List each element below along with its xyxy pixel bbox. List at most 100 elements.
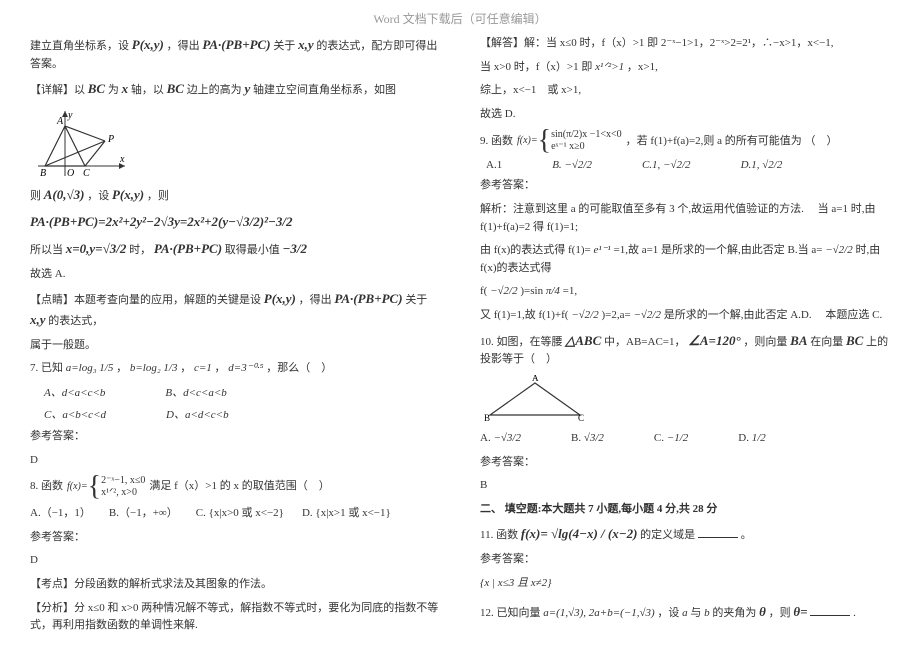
q7-options-row1: A、d<a<c<b B、d<c<a<b bbox=[44, 384, 440, 400]
text: 所以当 bbox=[30, 244, 63, 256]
piecewise-fx: f(x)= { sin(π/2)x −1<x<0 eˣ⁻¹ x≥0 bbox=[517, 129, 622, 153]
fx-label: f(x)= bbox=[67, 479, 88, 495]
option-a: A. −√3/2 bbox=[480, 430, 521, 448]
formula: x¹ᐟ²>1 bbox=[595, 61, 624, 73]
text: 关于 bbox=[273, 40, 295, 52]
text-line: f( −√2/2 )=sin π/4 =1, bbox=[480, 283, 890, 301]
text: 又 f(1)=1,故 f(1)+f( bbox=[480, 309, 568, 321]
formula: −√2/2 bbox=[571, 309, 599, 321]
piece2: x¹ᐟ², x>0 bbox=[101, 487, 145, 499]
label-O: O bbox=[67, 168, 74, 179]
formula: c=1 bbox=[194, 362, 212, 374]
formula: θ= bbox=[793, 604, 807, 619]
label-P: P bbox=[107, 134, 114, 145]
option-d: D. {x|x>1 或 x<−1} bbox=[302, 505, 391, 523]
text-line: 由 f(x)的表达式得 f(1)= e¹⁻¹ =1,故 a=1 是所求的一个解,… bbox=[480, 242, 890, 277]
q10: 10. 如图，在等腰 △ABC 中，AB=AC=1， ∠A=120° ，则向量 … bbox=[480, 331, 890, 369]
two-column-layout: 建立直角坐标系，设 P(x,y) ，得出 PA·(PB+PC) 关于 x,y 的… bbox=[30, 35, 890, 641]
text: 的夹角为 bbox=[712, 607, 756, 619]
answer: {x | x≤3 且 x≠2} bbox=[480, 575, 890, 593]
label-B: B bbox=[484, 413, 490, 423]
formula: θ bbox=[759, 604, 766, 619]
option-b: B. −√2/2 bbox=[552, 159, 592, 171]
option-d: D.1, √2/2 bbox=[741, 159, 783, 171]
text-line: 属于一般题。 bbox=[30, 337, 440, 355]
formula: BC bbox=[846, 333, 863, 348]
text: =1,故 a=1 是所求的一个解,由此否定 B.当 a= bbox=[613, 244, 822, 256]
formula: BC bbox=[88, 81, 105, 96]
text: . bbox=[853, 607, 856, 619]
left-column: 建立直角坐标系，设 P(x,y) ，得出 PA·(PB+PC) 关于 x,y 的… bbox=[30, 35, 440, 641]
formula: a=log₃ 1/5 bbox=[66, 362, 114, 374]
figure-svg: A B C bbox=[480, 375, 590, 423]
text: 与 bbox=[690, 607, 701, 619]
q10-options: A. −√3/2 B. √3/2 C. −1/2 D. 1/2 bbox=[480, 430, 890, 448]
text: ， bbox=[215, 362, 226, 374]
option-b: B、d<c<a<b bbox=[165, 384, 226, 400]
formula: −3/2 bbox=[283, 241, 308, 256]
text: 建立直角坐标系，设 bbox=[30, 40, 129, 52]
text: 7. 已知 bbox=[30, 362, 63, 374]
formula: π/4 bbox=[546, 285, 560, 297]
text-line: 建立直角坐标系，设 P(x,y) ，得出 PA·(PB+PC) 关于 x,y 的… bbox=[30, 35, 440, 73]
text: f( bbox=[480, 285, 487, 297]
text: ，则 bbox=[147, 190, 169, 202]
text: 为 bbox=[108, 84, 119, 96]
text: 边上的高为 bbox=[187, 84, 242, 96]
brace-icon: { bbox=[538, 130, 551, 152]
formula: b=log₂ 1/3 bbox=[130, 362, 178, 374]
q11: 11. 函数 f(x)= √lg(4−x) / (x−2) 的定义域是 。 bbox=[480, 524, 890, 545]
text: 当 x>0 时，f（x）>1 即 bbox=[480, 61, 592, 73]
text: 的定义域是 bbox=[640, 529, 695, 541]
option-c: C、a<b<c<d bbox=[44, 406, 106, 422]
text: 满足 f（x）>1 的 x 的取值范围（ ） bbox=[149, 478, 329, 496]
text-line: 【考点】分段函数的解析式求法及其图象的作法。 bbox=[30, 576, 440, 594]
text: 【详解】以 bbox=[30, 84, 85, 96]
text: =1, bbox=[563, 285, 577, 297]
text: ，则向量 bbox=[743, 336, 787, 348]
label-C: C bbox=[578, 413, 584, 423]
text-line: 解析：注意到这里 a 的可能取值至多有 3 个,故运用代值验证的方法. 当 a=… bbox=[480, 201, 890, 236]
formula: P(x,y) bbox=[264, 291, 296, 306]
option-c: C.1, −√2/2 bbox=[642, 159, 691, 171]
text: 。 bbox=[741, 529, 752, 541]
formula: a bbox=[682, 607, 688, 619]
text-line: 所以当 x=0,y=√3/2 时， PA·(PB+PC) 取得最小值 −3/2 bbox=[30, 239, 440, 260]
text: ，得出 bbox=[299, 294, 332, 306]
option-a: A.1 bbox=[486, 159, 502, 171]
piece-rows: sin(π/2)x −1<x<0 eˣ⁻¹ x≥0 bbox=[551, 129, 622, 153]
text: ，若 f(1)+f(a)=2,则 a 的所有可能值为 （ ） bbox=[626, 133, 838, 151]
text: ，x>1, bbox=[627, 61, 658, 73]
formula: P(x,y) bbox=[132, 37, 164, 52]
q9: 9. 函数 f(x)= { sin(π/2)x −1<x<0 eˣ⁻¹ x≥0 … bbox=[480, 129, 890, 153]
text: 轴建立空间直角坐标系，如图 bbox=[253, 84, 396, 96]
formula: e¹⁻¹ bbox=[593, 244, 610, 256]
formula: A(0,√3) bbox=[44, 187, 85, 202]
answer: B bbox=[480, 477, 890, 495]
option-a: A.（−1，1） bbox=[30, 505, 91, 523]
text-line: 当 x>0 时，f（x）>1 即 x¹ᐟ²>1 ，x>1, bbox=[480, 59, 890, 77]
text-line: 综上，x<−1 或 x>1, bbox=[480, 82, 890, 100]
formula: △ABC bbox=[565, 333, 601, 348]
page-header: Word 文档下载后（可任意编辑） bbox=[30, 10, 890, 27]
blank-underline bbox=[810, 606, 850, 616]
answer-label: 参考答案： bbox=[30, 428, 440, 446]
text: ，得出 bbox=[167, 40, 200, 52]
text: 轴，以 bbox=[131, 84, 164, 96]
formula: x=0,y=√3/2 bbox=[66, 241, 127, 256]
blank-underline bbox=[698, 528, 738, 538]
answer-label: 参考答案： bbox=[480, 177, 890, 195]
text-line: 故选 A. bbox=[30, 266, 440, 284]
text: 中，AB=AC=1， bbox=[604, 336, 685, 348]
text: 12. 已知向量 bbox=[480, 607, 541, 619]
text: 则 bbox=[30, 190, 41, 202]
piece1: sin(π/2)x −1<x<0 bbox=[551, 129, 622, 141]
formula: d=3⁻⁰·⁵ bbox=[228, 362, 263, 374]
q8-options: A.（−1，1） B.（−1，+∞） C. {x|x>0 或 x<−2} D. … bbox=[30, 505, 440, 523]
label-x: x bbox=[119, 154, 125, 165]
option-c: C. {x|x>0 或 x<−2} bbox=[196, 505, 284, 523]
text: 11. 函数 bbox=[480, 529, 518, 541]
formula: x,y bbox=[298, 37, 314, 52]
text: )=2,a= bbox=[602, 309, 631, 321]
text-line: 【分析】分 x≤0 和 x>0 两种情况解不等式，解指数不等式时，要化为同底的指… bbox=[30, 600, 440, 635]
